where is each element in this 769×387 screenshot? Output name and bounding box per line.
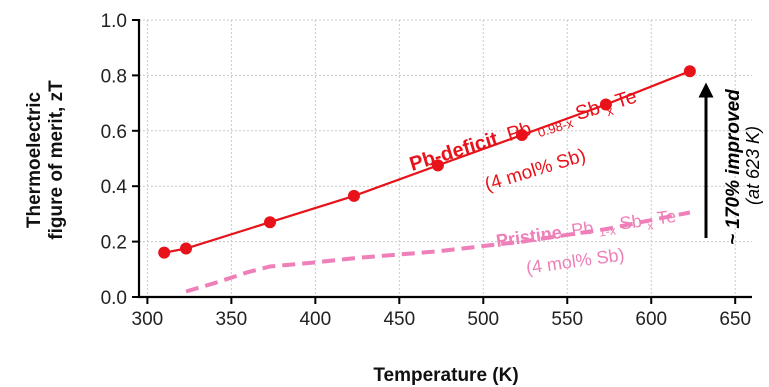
x-tick-label: 350 — [216, 309, 248, 330]
red-data-point — [158, 246, 171, 259]
y-tick-label: 1.0 — [101, 11, 127, 32]
red-series-note: (4 mol% Sb) — [482, 145, 588, 196]
red-data-point — [683, 65, 696, 78]
axes — [132, 19, 752, 304]
y-tick-label: 0.8 — [101, 66, 127, 87]
pink-series-name: Pristine — [495, 222, 563, 251]
red-data-point — [431, 159, 444, 172]
improvement-note-text: (at 623 K) — [743, 126, 763, 205]
y-tick-label: 0.2 — [101, 233, 127, 254]
red-data-point — [515, 128, 528, 141]
red-formula-sub2: x — [605, 103, 616, 119]
pink-formula-sub1: 1-x — [598, 223, 616, 239]
red-formula-mid: Sb — [573, 97, 603, 125]
x-tick-label: 450 — [383, 309, 415, 330]
pink-formula-sub2: x — [646, 218, 654, 233]
improvement-note: (at 623 K) — [743, 126, 763, 205]
improvement-text: ~ 170% improved — [723, 89, 744, 245]
x-axis-title: Temperature (K) — [373, 365, 518, 386]
pink-series-line — [185, 210, 691, 294]
x-tick-label: 600 — [635, 309, 667, 330]
red-data-point — [599, 98, 612, 111]
x-tick-label: 300 — [132, 309, 164, 330]
pink-series-label: Pristine Pb 1-x Sb x Te — [495, 206, 678, 255]
y-axis-title-line2: figure of merit, zT — [46, 80, 67, 240]
x-tick-label: 550 — [551, 309, 583, 330]
red-series-note-text: (4 mol% Sb) — [482, 145, 588, 196]
x-tick-label: 400 — [299, 309, 331, 330]
improvement-label: ~ 170% improved — [723, 89, 744, 245]
pink-formula-base: Pb — [570, 218, 595, 241]
red-data-point — [180, 242, 193, 255]
red-formula-base: Pb — [504, 118, 534, 146]
red-series-name: Pb-deficit — [407, 128, 501, 176]
svg-text:Pristine Pb 1-x: Pristine Pb 1-x Sb x Te — [495, 206, 678, 255]
red-series-line — [163, 70, 691, 254]
red-data-point — [263, 216, 276, 229]
tick-labels: 300 350 400 450 500 550 600 650 0.0 0.2 0.4 0.6 0.8 1… — [101, 11, 751, 330]
x-tick-label: 500 — [467, 309, 499, 330]
x-tick-label: 650 — [719, 309, 751, 330]
pink-series-note: (4 mol% Sb) — [525, 244, 626, 278]
series-layer — [158, 65, 696, 294]
red-data-point — [347, 189, 360, 202]
red-formula-sub1: 0.98-x — [536, 115, 575, 140]
pink-formula-mid: Sb — [618, 211, 643, 234]
y-axis-title: Thermoelectric figure of merit, zT — [24, 80, 67, 240]
red-formula-end: Te — [613, 86, 640, 113]
y-tick-label: 0.0 — [101, 288, 127, 309]
y-tick-label: 0.6 — [101, 122, 127, 143]
y-tick-label: 0.4 — [101, 177, 128, 198]
pink-series-note-text: (4 mol% Sb) — [525, 244, 626, 278]
pink-formula-end: Te — [656, 206, 678, 228]
y-axis-title-line1: Thermoelectric — [24, 91, 45, 228]
